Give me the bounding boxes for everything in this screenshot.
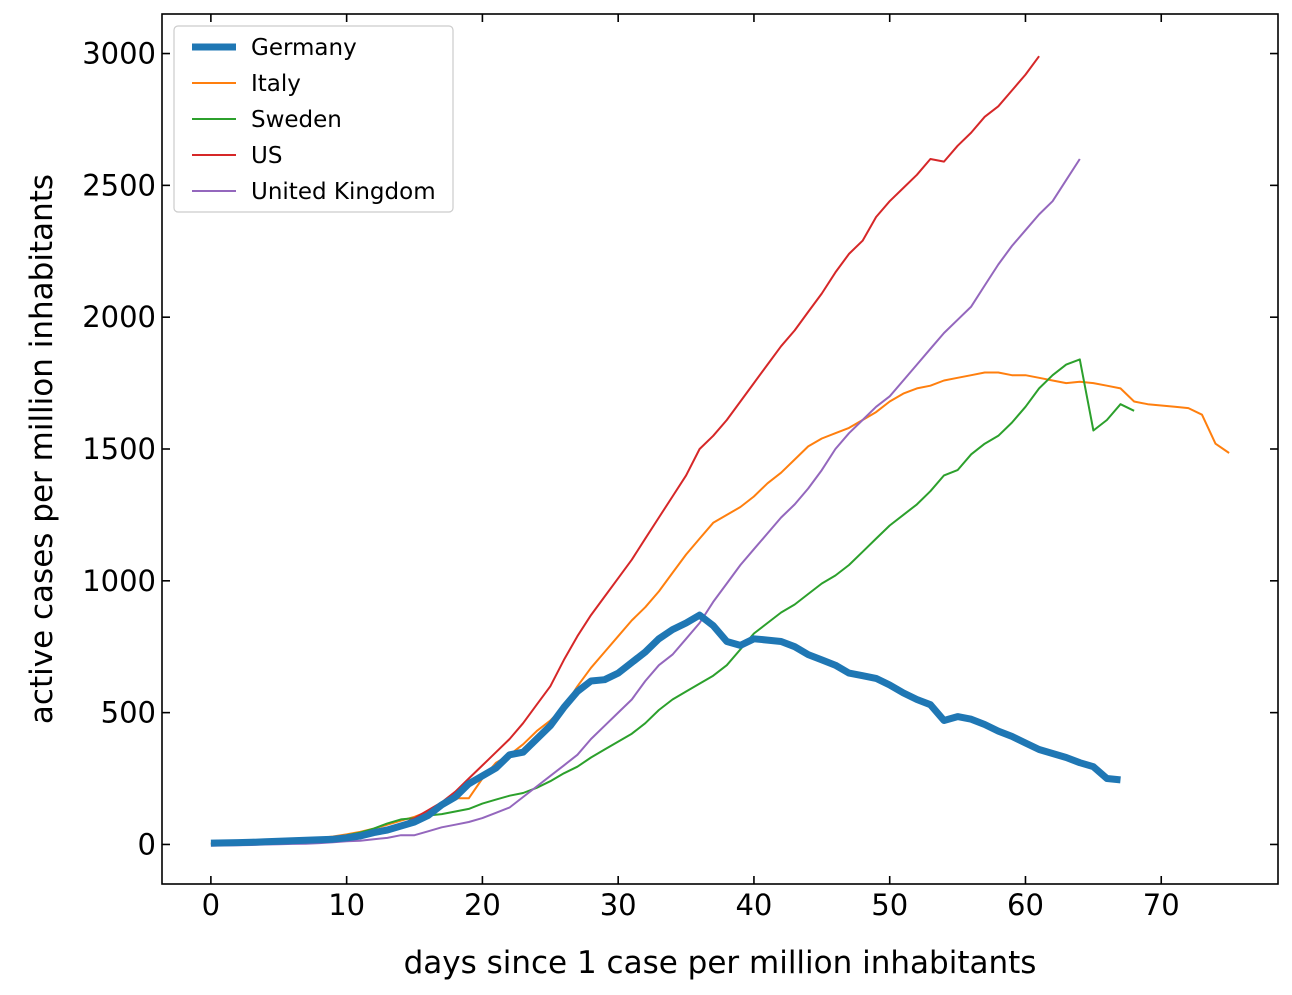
y-tick-label: 2500	[82, 168, 156, 202]
legend-label: United Kingdom	[251, 179, 436, 205]
y-tick-label: 2000	[82, 300, 156, 334]
x-tick-label: 10	[328, 888, 365, 922]
y-tick-label: 0	[138, 827, 156, 861]
series-line-united-kingdom	[210, 158, 1081, 847]
x-tick-label: 60	[1007, 888, 1044, 922]
y-tick-label: 1500	[82, 432, 156, 466]
series-line-sweden	[210, 358, 1135, 845]
y-tick-label: 500	[101, 696, 156, 730]
series-lines	[210, 55, 1230, 847]
x-axis-label: days since 1 case per million inhabitant…	[404, 945, 1037, 981]
x-axis-ticks: 0 10 20 30 40 50 60 70	[202, 14, 1180, 922]
legend: Germany Italy Sweden US United Kingdom	[173, 25, 454, 213]
legend-box	[173, 25, 454, 213]
y-tick-label: 1000	[82, 564, 156, 598]
x-tick-label: 70	[1143, 888, 1180, 922]
x-tick-label: 0	[202, 888, 220, 922]
legend-label: Germany	[251, 35, 357, 61]
x-tick-label: 50	[871, 888, 908, 922]
y-axis-ticks: 0 500 1000 1500 2000 2500 3000	[82, 37, 1278, 861]
legend-label: Italy	[251, 71, 301, 97]
y-axis-label: active cases per million inhabitants	[24, 174, 60, 724]
x-tick-label: 40	[735, 888, 772, 922]
legend-label: US	[251, 143, 282, 169]
x-tick-label: 30	[600, 888, 637, 922]
series-line-germany	[210, 611, 1121, 847]
legend-label: Sweden	[251, 107, 342, 133]
y-tick-label: 3000	[82, 37, 156, 71]
series-line-italy	[210, 371, 1230, 845]
x-tick-label: 20	[464, 888, 501, 922]
